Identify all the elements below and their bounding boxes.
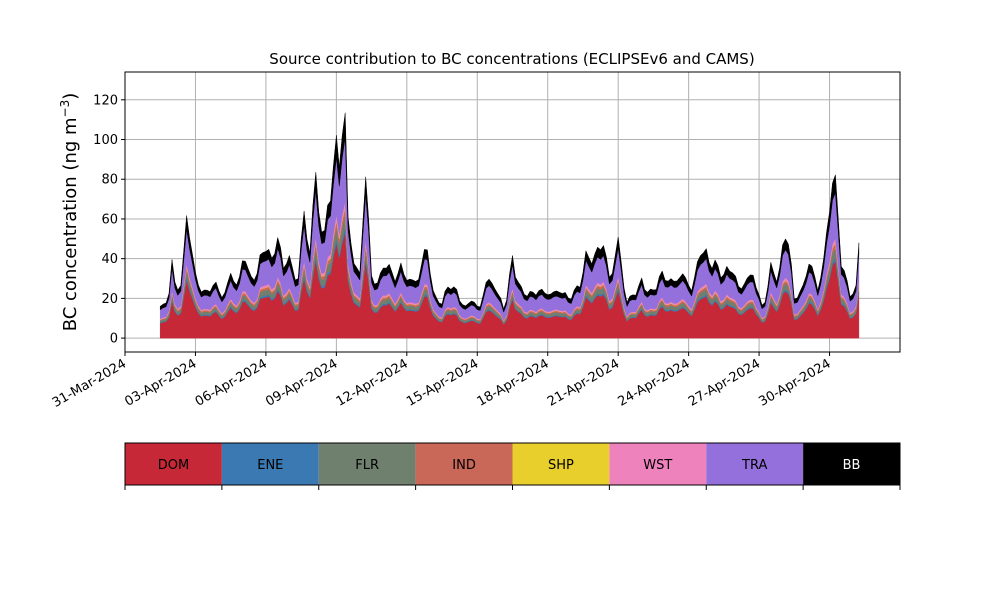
y-axis-label-exponent: −3 xyxy=(58,100,72,118)
x-tick-label: 18-Apr-2024 xyxy=(475,356,552,409)
legend-swatch-bb xyxy=(803,443,900,485)
y-tick-label: 60 xyxy=(101,212,118,227)
y-tick-label: 20 xyxy=(101,292,118,307)
y-tick-label: 120 xyxy=(93,93,118,108)
x-tick-label: 27-Apr-2024 xyxy=(686,356,763,409)
y-tick-label: 40 xyxy=(101,252,118,267)
x-tick-label: 31-Mar-2024 xyxy=(50,356,129,410)
legend-label-bb: BB xyxy=(843,458,861,473)
x-tick-label: 09-Apr-2024 xyxy=(263,356,340,409)
legend-swatch-tra xyxy=(706,443,804,485)
y-axis-ticks: 0 20 40 60 80 100 120 xyxy=(93,93,125,347)
x-tick-label: 30-Apr-2024 xyxy=(756,356,833,409)
x-tick-label: 24-Apr-2024 xyxy=(616,356,693,409)
plot-area: 31-Mar-202403-Apr-202406-Apr-202409-Apr-… xyxy=(50,71,901,411)
legend-swatch-wst xyxy=(609,443,707,485)
legend-frame xyxy=(124,442,901,486)
legend-label-tra: TRA xyxy=(741,458,767,473)
y-tick-label: 0 xyxy=(110,332,118,347)
y-axis-label-main: BC concentration (ng m xyxy=(60,117,81,331)
legend-label-dom: DOM xyxy=(158,458,189,473)
stacked-areas xyxy=(159,112,860,339)
legend-swatch-ind xyxy=(415,443,513,485)
y-tick-label: 100 xyxy=(93,133,118,148)
y-axis-label-close: ) xyxy=(60,93,81,100)
x-tick-label: 12-Apr-2024 xyxy=(334,356,411,409)
legend-colorbar: DOM ENE FLR IND SHP WST TRA BB xyxy=(124,442,901,490)
y-tick-label: 80 xyxy=(101,173,118,188)
x-tick-label: 15-Apr-2024 xyxy=(404,356,481,409)
y-axis-label: BC concentration (ng m−3) xyxy=(58,93,81,332)
legend-swatch-dom xyxy=(125,443,222,485)
chart-title: Source contribution to BC concentrations… xyxy=(269,50,754,68)
plot-frame xyxy=(124,71,901,353)
legend-label-ind: IND xyxy=(452,458,476,473)
x-tick-label: 03-Apr-2024 xyxy=(122,356,199,409)
legend-label-flr: FLR xyxy=(355,458,379,473)
legend-swatch-shp xyxy=(512,443,610,485)
legend-label-wst: WST xyxy=(643,458,672,473)
x-tick-label: 06-Apr-2024 xyxy=(193,356,270,409)
legend-swatch-ene xyxy=(221,443,319,485)
legend-label-ene: ENE xyxy=(257,458,283,473)
x-axis-ticks: 31-Mar-202403-Apr-202406-Apr-202409-Apr-… xyxy=(50,352,834,411)
area-series-bb xyxy=(159,112,860,313)
x-tick-label: 21-Apr-2024 xyxy=(545,356,622,409)
legend-swatch-flr xyxy=(318,443,416,485)
legend-label-shp: SHP xyxy=(548,458,574,473)
